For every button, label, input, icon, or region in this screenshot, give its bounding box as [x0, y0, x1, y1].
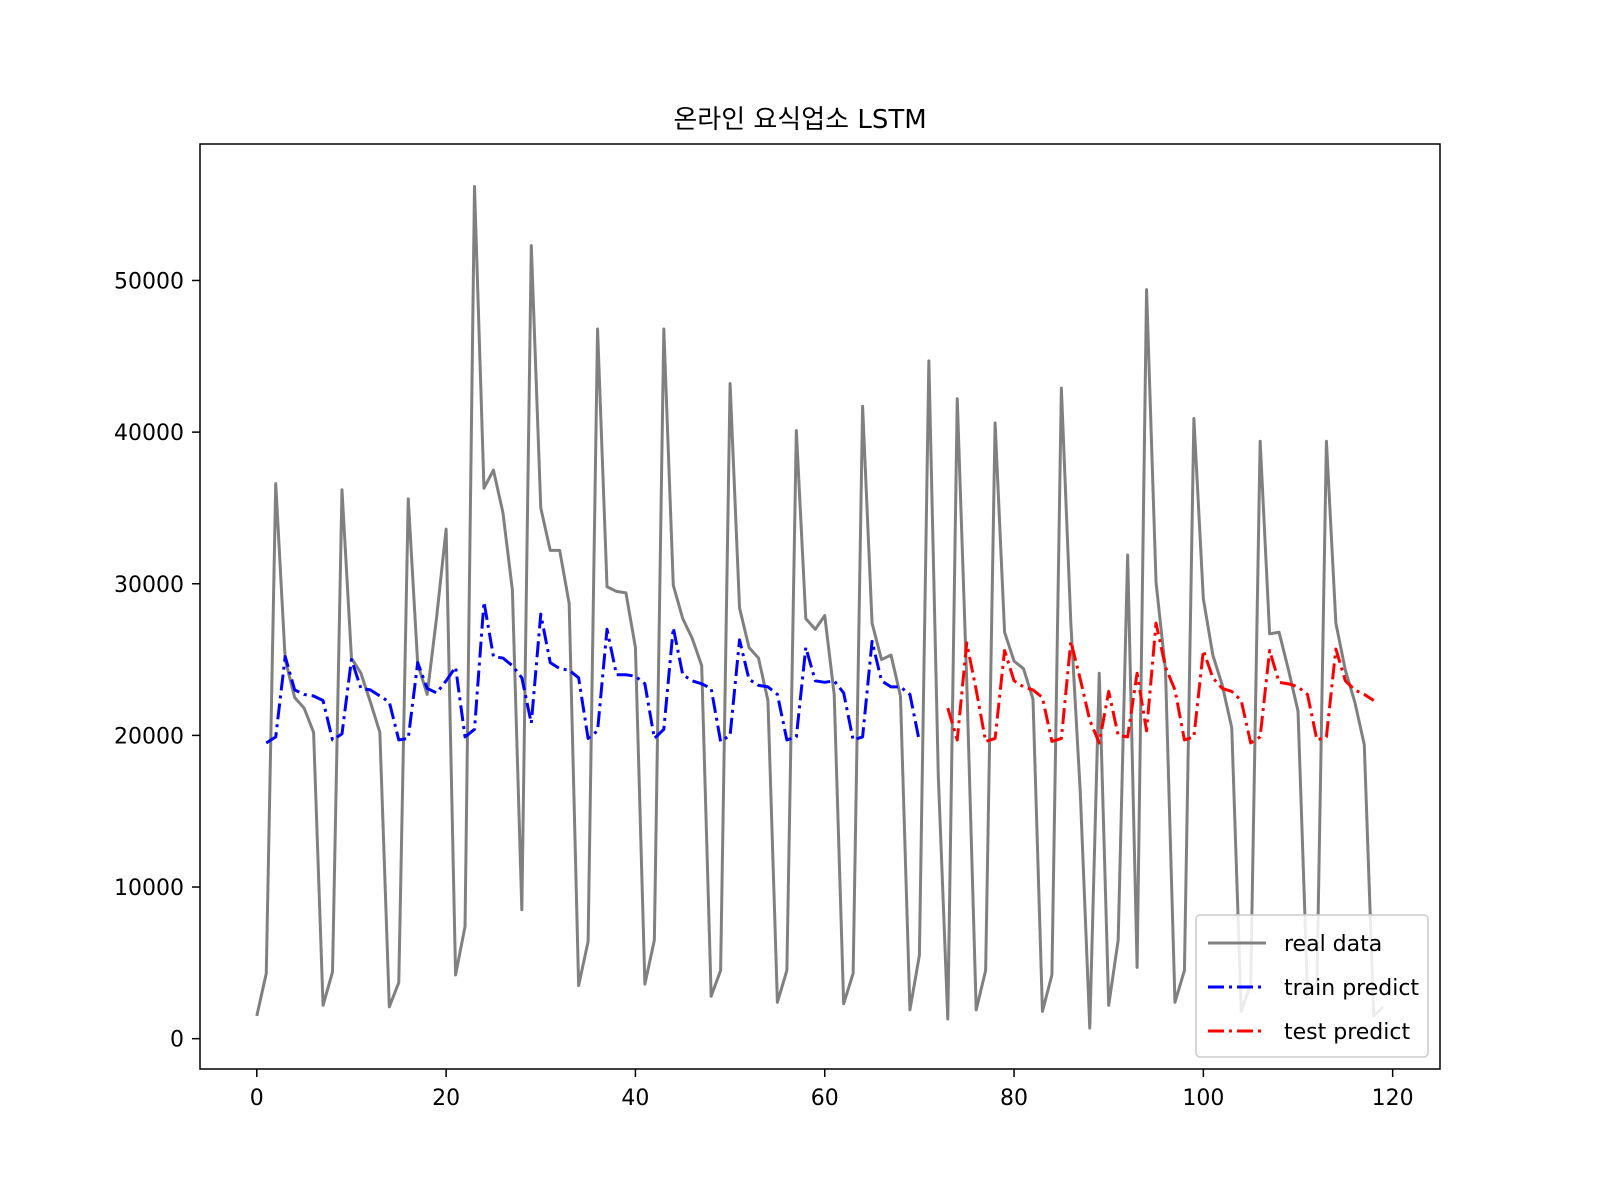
y-tick-label: 50000	[114, 269, 184, 294]
series-line-real-data	[255, 184, 1385, 1030]
x-tick-label: 120	[1372, 1086, 1414, 1111]
y-tick-label: 40000	[114, 421, 184, 446]
axes-frame	[199, 143, 1441, 1070]
x-tick-label: 0	[250, 1086, 264, 1111]
y-tick-label: 30000	[114, 573, 184, 598]
x-tick-label: 60	[811, 1086, 839, 1111]
y-tick-label: 0	[170, 1028, 184, 1053]
legend-label: test predict	[1284, 1020, 1410, 1045]
x-tick-label: 20	[432, 1086, 460, 1111]
plot-area	[255, 184, 1385, 1030]
legend-label: train predict	[1284, 976, 1419, 1001]
x-tick-label: 100	[1182, 1086, 1224, 1111]
series-line-train-predict	[265, 600, 921, 745]
x-tick-label: 80	[1000, 1086, 1028, 1111]
x-tick-label: 40	[621, 1086, 649, 1111]
legend: real data train predict test predict	[1195, 914, 1429, 1058]
legend-box	[1195, 914, 1429, 1058]
axes: 0 20 40 60 80 100 120 0 10000 20000 30000 40000 5000…	[114, 143, 1441, 1111]
chart-title: 온라인 요식업소 LSTM	[673, 105, 926, 135]
legend-label: real data	[1284, 932, 1382, 957]
y-tick-label: 20000	[114, 724, 184, 749]
series-line-test-predict	[946, 621, 1375, 745]
y-tick-label: 10000	[114, 876, 184, 901]
